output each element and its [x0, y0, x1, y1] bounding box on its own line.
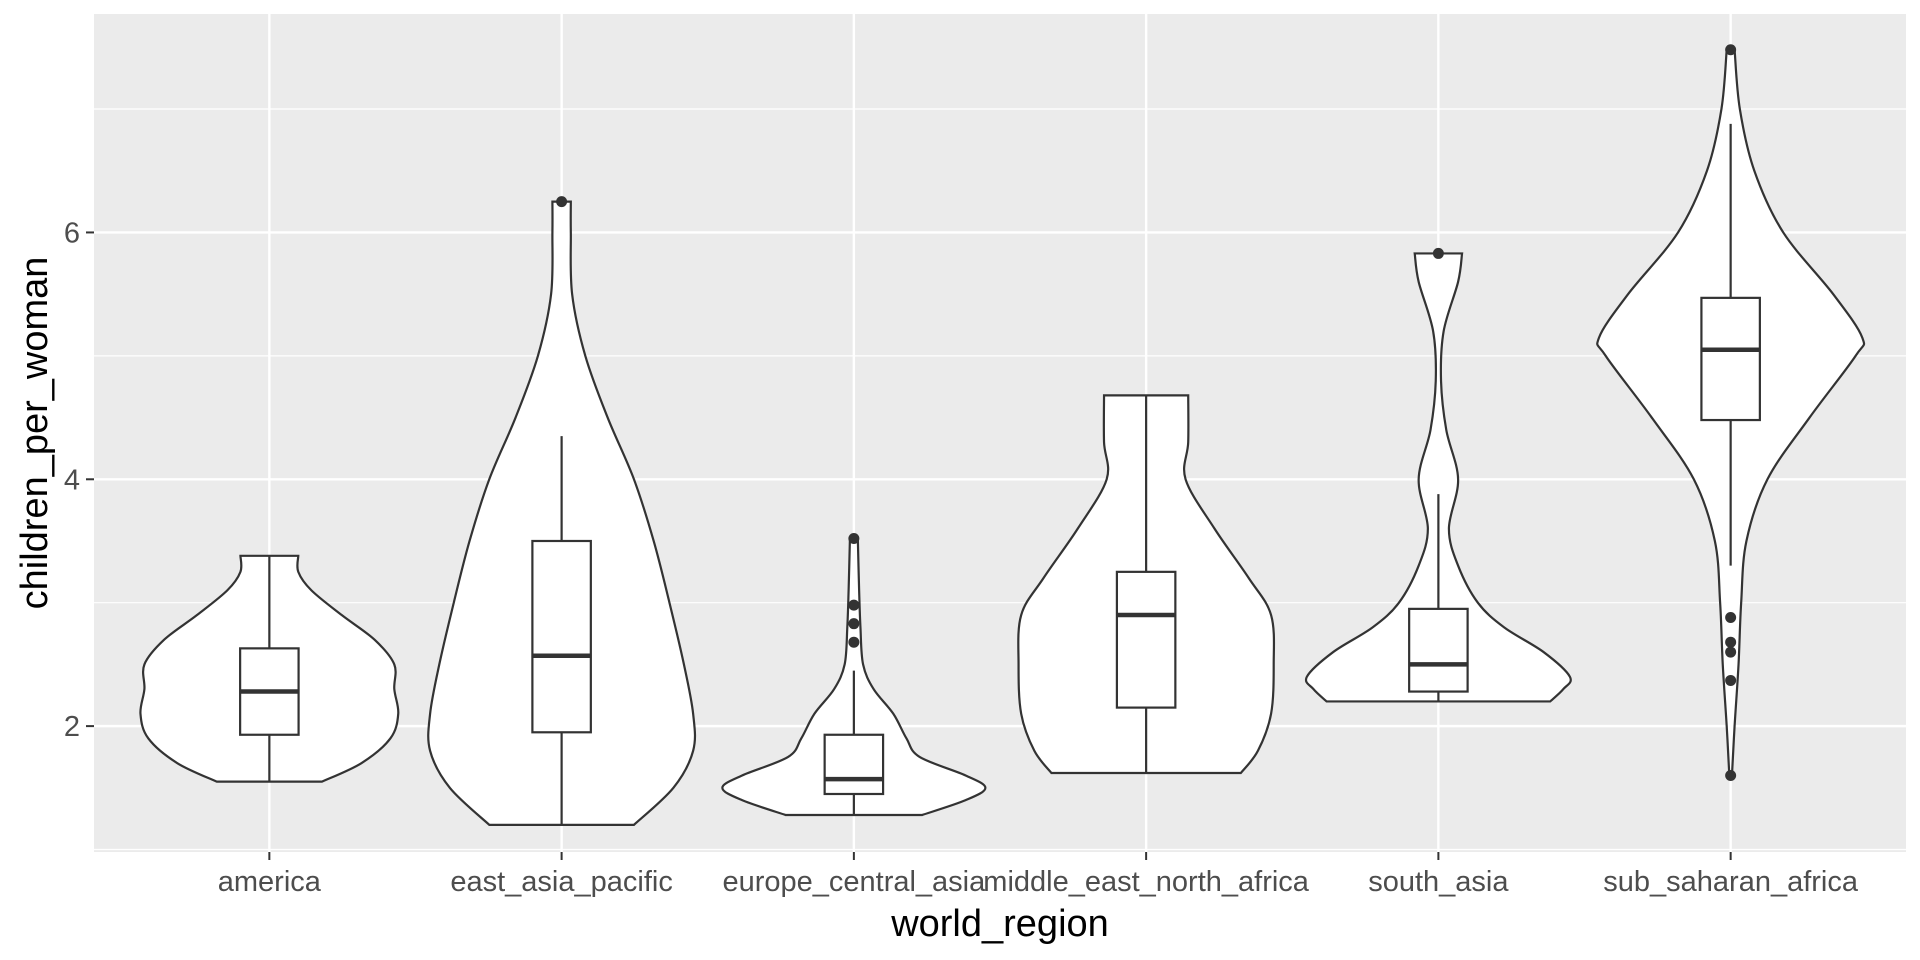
outlier-point-sub-saharan-africa: [1725, 769, 1737, 781]
box-east-asia-pacific: [531, 539, 592, 734]
x-tick-label-south-asia: south_asia: [1368, 866, 1509, 898]
outlier-point-europe-central-asia: [848, 618, 860, 630]
outlier-point-sub-saharan-africa: [1725, 674, 1737, 686]
x-tick-label-europe-central-asia: europe_central_asia: [722, 866, 986, 898]
outlier-point-south-asia: [1432, 247, 1444, 259]
outlier-point-europe-central-asia: [848, 636, 860, 648]
minor-grid: [94, 108, 1906, 851]
y-axis-title: children_per_woman: [14, 257, 56, 610]
outlier-point-sub-saharan-africa: [1725, 646, 1737, 658]
box-europe-central-asia: [823, 733, 885, 796]
violin-south-asia: [1304, 252, 1572, 703]
boxplots-layer: [239, 123, 1761, 825]
outlier-point-sub-saharan-africa: [1725, 636, 1737, 648]
x-tick-label-east-asia-pacific: east_asia_pacific: [450, 866, 672, 898]
x-tick-label-middle-east-north-africa: middle_east_north_africa: [983, 866, 1310, 898]
outliers-layer: [556, 44, 1737, 781]
x-axis-title: world_region: [890, 903, 1109, 945]
x-tick-label-america: america: [218, 866, 322, 898]
outlier-point-sub-saharan-africa: [1725, 44, 1737, 56]
outlier-point-sub-saharan-africa: [1725, 612, 1737, 624]
y-tick-label: 4: [64, 464, 80, 496]
box-middle-east-north-africa: [1115, 570, 1177, 709]
outlier-point-east-asia-pacific: [556, 196, 568, 208]
y-axis: 2 4 6: [64, 217, 94, 743]
box-south-asia: [1408, 607, 1469, 693]
outlier-point-europe-central-asia: [848, 533, 860, 545]
y-tick-label: 6: [64, 217, 80, 249]
outlier-point-europe-central-asia: [848, 599, 860, 611]
x-axis: america east_asia_pacific europe_central_a…: [218, 852, 1859, 898]
y-tick-label: 2: [64, 711, 80, 743]
x-tick-label-sub-saharan-africa: sub_saharan_africa: [1603, 866, 1859, 898]
box-sub-saharan-africa: [1700, 296, 1761, 422]
